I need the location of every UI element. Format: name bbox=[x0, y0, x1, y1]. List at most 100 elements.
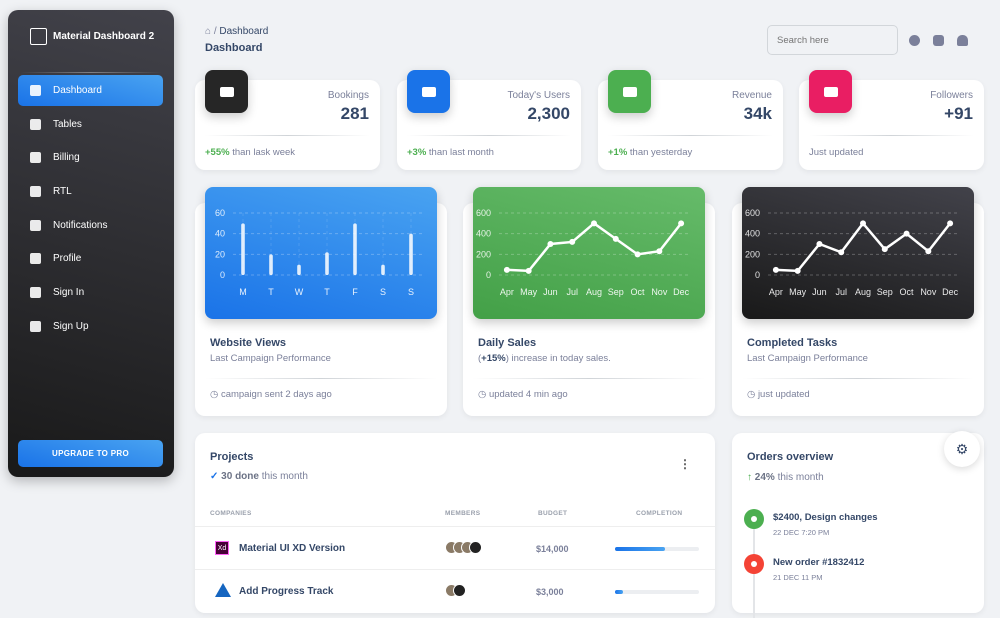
sidebar-item-billing[interactable]: Billing bbox=[18, 142, 163, 173]
project-budget: $14,000 bbox=[536, 544, 569, 554]
data-point bbox=[612, 235, 619, 242]
sidebar-item-profile[interactable]: Profile bbox=[18, 243, 163, 274]
check-icon: ✓ bbox=[210, 471, 219, 482]
gear-icon[interactable] bbox=[933, 35, 944, 46]
footer-text: updated 4 min ago bbox=[488, 389, 568, 400]
y-tick-label: 200 bbox=[745, 249, 760, 259]
stat-value: 281 bbox=[340, 104, 369, 123]
stat-label: Revenue bbox=[731, 90, 772, 101]
x-tick-label: Jun bbox=[543, 287, 558, 297]
settings-gear-icon[interactable]: ⚙ bbox=[944, 431, 980, 467]
table-row[interactable]: Xd Material UI XD Version $14,000 bbox=[195, 526, 715, 569]
bar bbox=[353, 223, 357, 275]
stat-label: Followers bbox=[930, 90, 973, 101]
home-icon[interactable]: ⌂ bbox=[205, 26, 212, 37]
timeline-title: New order #1832412 bbox=[773, 557, 865, 568]
member-avatar[interactable] bbox=[453, 584, 466, 597]
account-icon[interactable] bbox=[909, 35, 920, 46]
data-point bbox=[903, 230, 910, 237]
divider bbox=[205, 378, 437, 379]
sidebar-item-sign-up[interactable]: Sign Up bbox=[18, 311, 163, 342]
bar bbox=[297, 264, 301, 275]
done-count: 30 done bbox=[221, 471, 259, 482]
assignment-icon bbox=[30, 320, 41, 332]
x-tick-label: May bbox=[520, 287, 538, 297]
chart-subtitle: (+15%) increase in today sales. bbox=[478, 353, 611, 364]
upgrade-button[interactable]: UPGRADE TO PRO bbox=[18, 440, 163, 467]
sidebar-item-tables[interactable]: Tables bbox=[18, 109, 163, 140]
atlassian-icon bbox=[215, 583, 231, 597]
stat-delta: +1% bbox=[608, 147, 628, 158]
cart-icon bbox=[744, 554, 764, 574]
divider bbox=[20, 72, 162, 73]
projects-title: Projects bbox=[210, 451, 254, 463]
sidebar-item-label: Sign In bbox=[53, 287, 85, 299]
stat-icon bbox=[407, 70, 450, 113]
sidebar-item-sign-in[interactable]: Sign In bbox=[18, 277, 163, 308]
chart-title: Completed Tasks bbox=[747, 337, 838, 349]
table-row[interactable]: Add Progress Track $3,000 bbox=[195, 569, 715, 612]
page-title: Dashboard bbox=[205, 42, 263, 54]
chart-card: 0 200 400 600 Apr May Jun Jul Aug Sep Oct Nov Dec Da… bbox=[463, 187, 715, 416]
divider bbox=[742, 378, 974, 379]
bar bbox=[241, 223, 245, 275]
more-vert-icon[interactable]: ⋮ bbox=[679, 457, 691, 471]
sidebar: Material Dashboard 2 Dashboard Tables Bill… bbox=[8, 10, 174, 477]
projects-summary: ✓ 30 done this month bbox=[210, 471, 308, 482]
brand-name: Material Dashboard 2 bbox=[53, 31, 155, 42]
stat-icon bbox=[608, 70, 651, 113]
x-tick-label: Jul bbox=[566, 287, 578, 297]
x-tick-label: Nov bbox=[651, 287, 668, 297]
orders-delta-suffix: this month bbox=[774, 472, 824, 483]
sidebar-item-rtl[interactable]: RTL bbox=[18, 176, 163, 207]
sidebar-item-notifications[interactable]: Notifications bbox=[18, 210, 163, 241]
bar bbox=[269, 254, 273, 275]
chart-subtitle: Last Campaign Performance bbox=[210, 353, 331, 364]
member-avatar[interactable] bbox=[469, 541, 482, 554]
stat-card: Followers +91 Just updated bbox=[799, 70, 984, 170]
stat-card: Bookings 281 +55% than lask week bbox=[195, 70, 380, 170]
timeline-item: New order #1832412 21 DEC 11 PM bbox=[732, 554, 984, 594]
chart-area: 0 200 400 600 Apr May Jun Jul Aug Sep Oct Nov Dec bbox=[742, 187, 974, 319]
bell-icon[interactable] bbox=[957, 35, 968, 46]
x-tick-label: Oct bbox=[900, 287, 915, 297]
arrow-up-icon: ↑ bbox=[747, 472, 752, 483]
chart-svg: 0 20 40 60 M T W T F S S bbox=[215, 208, 423, 297]
stat-label: Today's Users bbox=[507, 90, 571, 101]
x-tick-label: W bbox=[295, 287, 304, 297]
chart-title: Website Views bbox=[210, 337, 287, 349]
data-point bbox=[547, 241, 554, 247]
stat-card: Today's Users 2,300 +3% than last month bbox=[397, 70, 581, 170]
divider bbox=[473, 378, 705, 379]
x-tick-label: Sep bbox=[608, 287, 624, 297]
stat-note: Just updated bbox=[809, 147, 864, 158]
data-point bbox=[591, 220, 597, 227]
stat-footer: +3% than last month bbox=[407, 147, 494, 158]
stat-card: Revenue 34k +1% than yesterday bbox=[598, 70, 783, 170]
bell-icon bbox=[744, 509, 764, 529]
series-line bbox=[506, 221, 683, 273]
x-tick-label: Dec bbox=[942, 287, 959, 297]
chart-svg: 0 200 400 600 Apr May Jun Jul Aug Sep Oct Nov Dec bbox=[476, 208, 690, 297]
project-name: Add Progress Track bbox=[239, 586, 334, 597]
project-budget: $3,000 bbox=[536, 587, 564, 597]
orders-title: Orders overview bbox=[747, 451, 834, 463]
divider bbox=[407, 135, 571, 136]
y-tick-label: 0 bbox=[486, 270, 491, 280]
data-point bbox=[656, 248, 663, 255]
stat-value: +91 bbox=[944, 104, 973, 123]
data-point bbox=[772, 266, 779, 273]
sidebar-item-label: Tables bbox=[53, 118, 82, 130]
brand[interactable]: Material Dashboard 2 bbox=[30, 28, 154, 45]
x-tick-label: Sep bbox=[877, 287, 893, 297]
timeline-date: 22 DEC 7:20 PM bbox=[773, 528, 830, 537]
data-point bbox=[860, 220, 866, 227]
orders-delta: 24% bbox=[754, 472, 775, 483]
x-tick-label: Nov bbox=[920, 287, 937, 297]
y-tick-label: 0 bbox=[755, 270, 760, 280]
data-point bbox=[794, 267, 801, 274]
sidebar-item-dashboard[interactable]: Dashboard bbox=[18, 75, 163, 106]
x-tick-label: Jun bbox=[812, 287, 827, 297]
search-input[interactable] bbox=[767, 25, 898, 55]
chart-title: Daily Sales bbox=[478, 337, 537, 349]
